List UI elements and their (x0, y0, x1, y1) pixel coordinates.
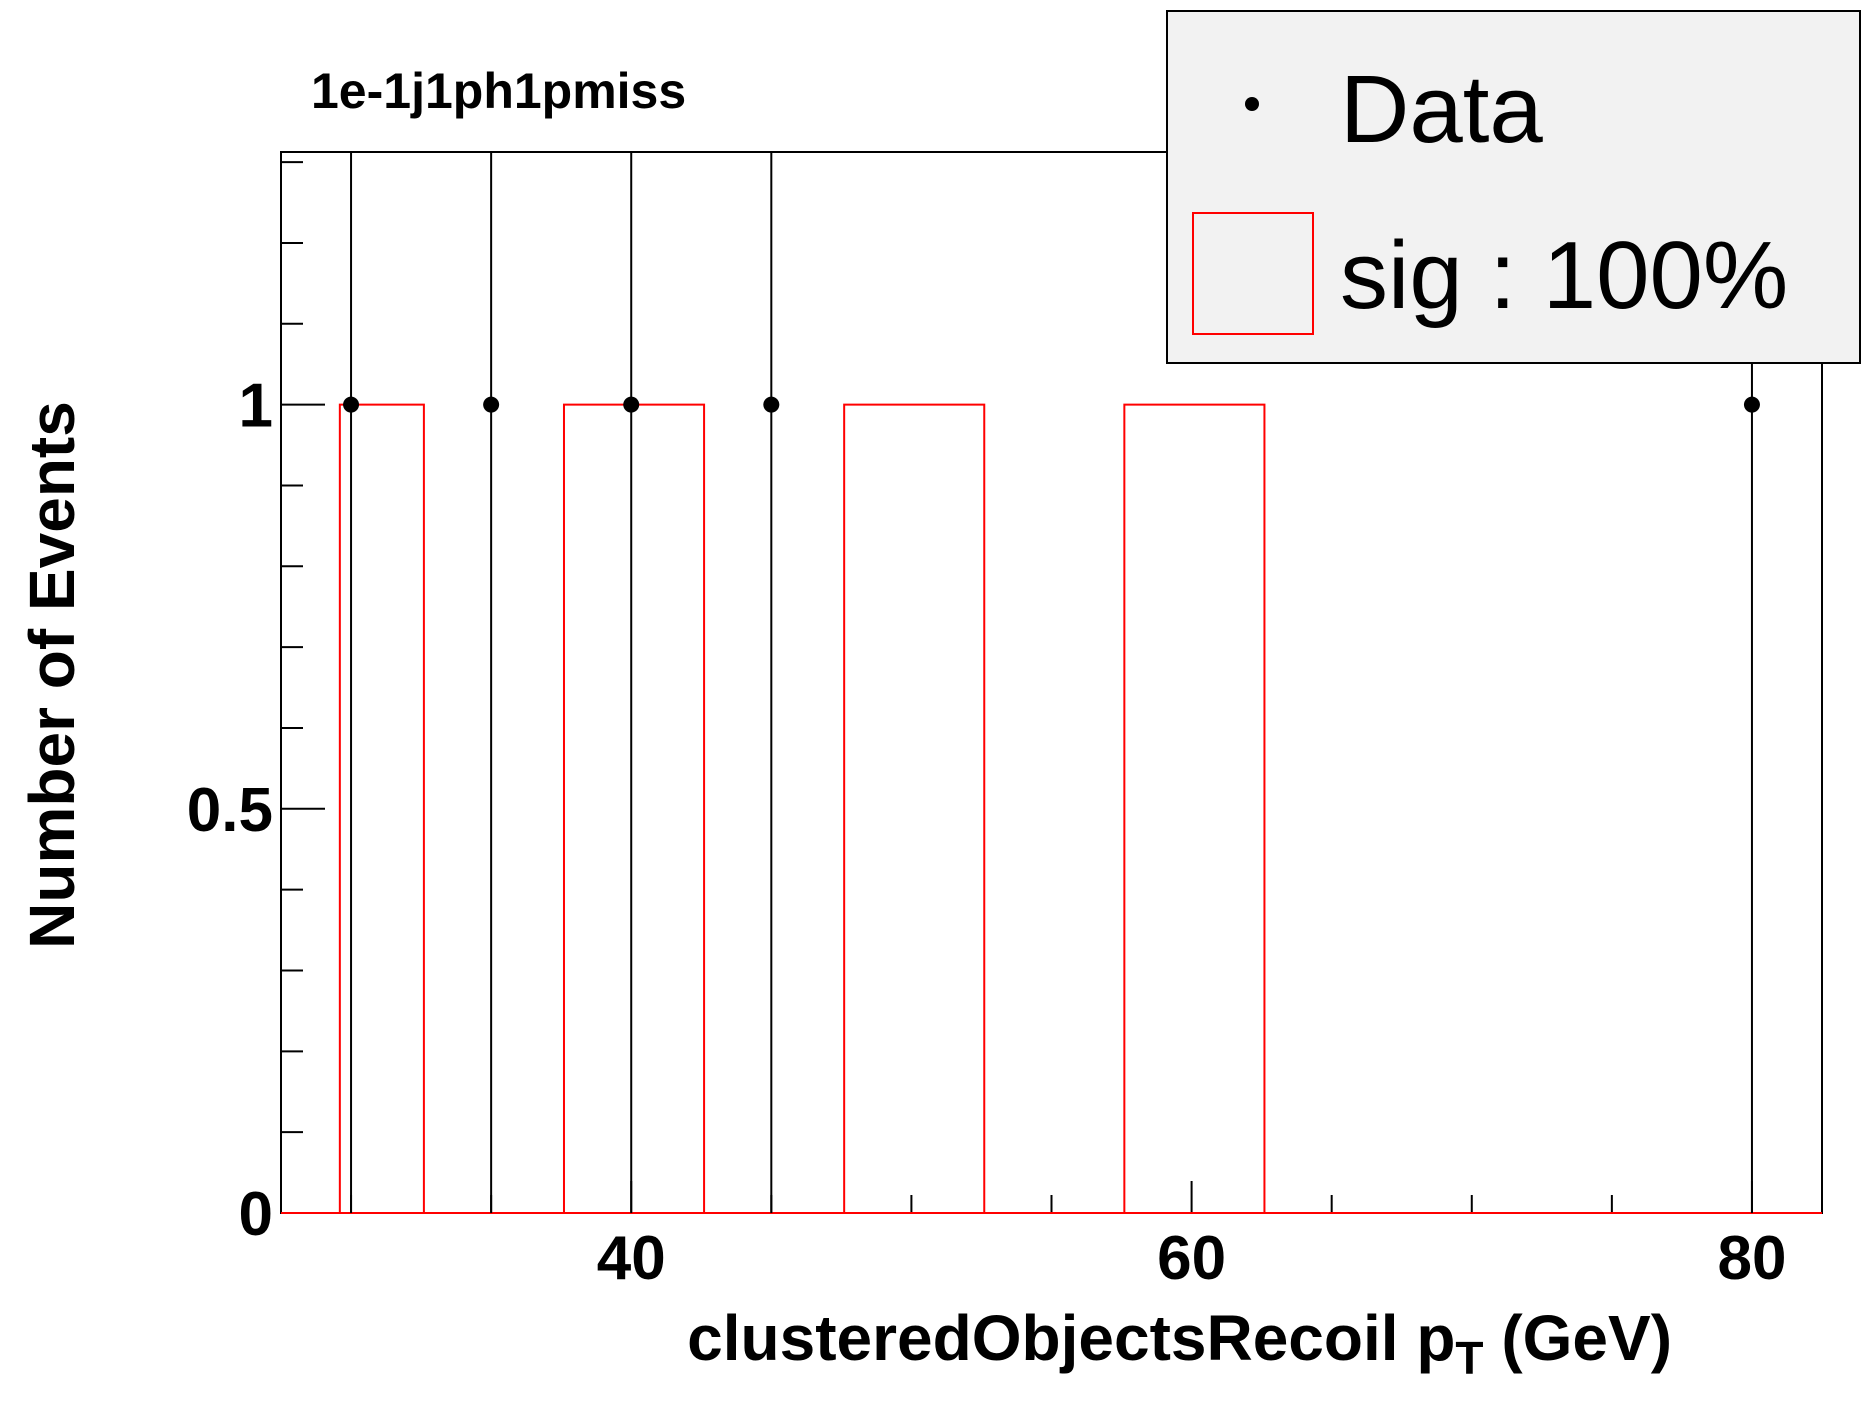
legend-label-signal: sig : 100% (1340, 222, 1788, 329)
legend-box (1166, 10, 1861, 364)
y-tick-label: 0.5 (187, 776, 273, 845)
x-axis-label-subscript: T (1455, 1332, 1483, 1384)
y-tick-label: 0 (239, 1180, 273, 1249)
legend-signal-swatch (1192, 212, 1314, 335)
data-point-3 (623, 396, 640, 413)
x-axis-label: clusteredObjectsRecoil pT (GeV) (687, 1302, 1672, 1384)
x-tick-label: 80 (1717, 1224, 1786, 1293)
y-axis-label: Number of Events (16, 401, 88, 949)
legend-data-marker (1245, 97, 1259, 111)
y-tick-label: 1 (239, 372, 273, 441)
tick-labels: 0 0.5 1 40 60 80 (187, 372, 1787, 1293)
x-axis-label-unit: (GeV) (1484, 1302, 1672, 1374)
data-point-1 (343, 396, 360, 413)
data-point-4 (763, 396, 780, 413)
x-tick-label: 60 (1157, 1224, 1226, 1293)
signal-bin-3 (843, 403, 986, 1213)
x-axis-label-main: clusteredObjectsRecoil p (687, 1302, 1455, 1374)
legend-label-data: Data (1340, 56, 1543, 163)
signal-bin-4 (1123, 403, 1266, 1213)
chart-title: 1e-1j1ph1pmiss (311, 63, 686, 119)
x-tick-label: 40 (597, 1224, 666, 1293)
legend: Data sig : 100% (1166, 10, 1861, 364)
data-point-5 (1743, 396, 1760, 413)
signal-bin-1 (338, 403, 425, 1213)
data-point-2 (483, 396, 500, 413)
signal-histogram (281, 403, 1822, 1214)
